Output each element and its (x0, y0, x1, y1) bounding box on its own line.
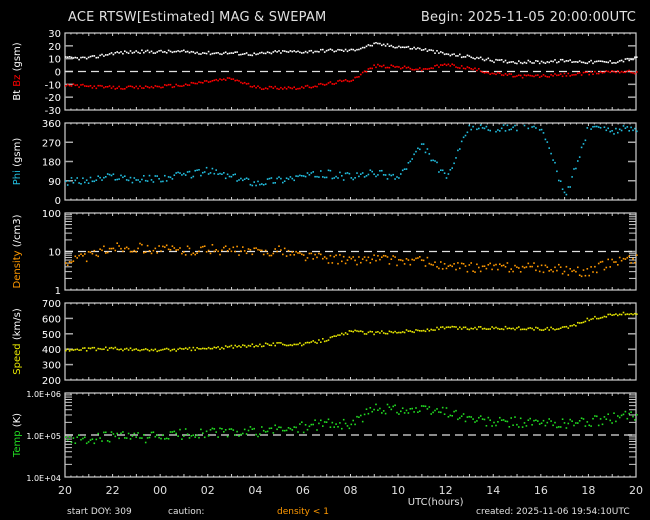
begin-time: Begin: 2025-11-05 20:00:00UTC (420, 10, 636, 25)
y-axis-label: Phi (gsm) (12, 138, 23, 186)
y-tick-label: 1.0E+05 (26, 432, 61, 441)
x-tick-label: 08 (344, 484, 358, 497)
series-phi (65, 124, 638, 196)
y-axis-label: Speed (km/s) (12, 308, 23, 375)
y-tick-label: -10 (45, 80, 61, 91)
x-axis-label: UTC(hours) (408, 497, 464, 508)
y-tick-label: -20 (45, 93, 61, 104)
y-tick-label: 700 (42, 299, 61, 310)
panel-3: 100 10 1 Density (/cm3) (12, 209, 638, 297)
x-tick-label: 14 (486, 484, 500, 497)
y-tick-label: 20 (48, 42, 61, 53)
y-tick-label: 500 (42, 330, 61, 341)
x-tick-label: 16 (534, 484, 548, 497)
x-axis: 20 22 00 02 04 06 08 10 12 14 16 18 20 UTC(hours) (58, 484, 643, 508)
y-axis-label: Density (/cm3) (12, 214, 23, 288)
y-tick-label: 180 (42, 158, 61, 169)
series-temp (65, 403, 638, 445)
x-tick-label: 18 (581, 484, 595, 497)
panel-frame (64, 302, 637, 381)
y-tick-label: 100 (42, 209, 61, 220)
x-tick-label: 20 (629, 484, 643, 497)
panel-1: 30 20 10 0-10 -20 -30 Bt Bz (gsm) (12, 29, 638, 117)
y-axis-label: Bt Bz (gsm) (12, 42, 23, 100)
y-tick-label: 0 (55, 68, 61, 79)
series-speed (65, 311, 638, 353)
y-tick-label: -30 (45, 106, 61, 117)
y-tick-label: 10 (48, 248, 61, 259)
panel-2: 360 270 180 90 0 Phi (gsm) (12, 119, 638, 207)
x-tick-label: 06 (296, 484, 310, 497)
x-tick-label: 04 (248, 484, 262, 497)
y-tick-label: 600 (42, 314, 61, 325)
caution-note: density < 1 (277, 507, 329, 517)
y-tick-label: 270 (42, 138, 61, 149)
panel-frame (64, 122, 637, 201)
y-axis-label: Temp (K) (12, 413, 23, 458)
y-tick-label: 360 (42, 119, 61, 130)
x-tick-label: 02 (201, 484, 215, 497)
x-tick-label: 12 (439, 484, 453, 497)
panel-4: 700 600 500 400 300 200 Speed (km/s) (12, 299, 638, 387)
panel-5: 1.0E+06 1.0E+05 1.0E+04 Temp (K) (12, 390, 638, 483)
y-tick-label: 30 (48, 29, 61, 40)
x-tick-label: 20 (58, 484, 72, 497)
x-tick-label: 10 (391, 484, 405, 497)
y-tick-label: 10 (48, 55, 61, 66)
y-tick-label: 1.0E+06 (26, 390, 61, 399)
start-doy: start DOY: 309 (67, 507, 132, 517)
y-tick-label: 1 (55, 286, 61, 297)
y-tick-label: 0 (55, 196, 61, 207)
y-tick-label: 90 (48, 177, 61, 188)
y-tick-label: 300 (42, 361, 61, 372)
y-tick-label: 1.0E+04 (26, 474, 61, 483)
y-tick-label: 400 (42, 345, 61, 356)
series-bt (65, 42, 638, 65)
caution-label: caution: (168, 507, 205, 517)
created-time: created: 2025-11-06 19:54:10UTC (476, 507, 630, 517)
series-density (65, 242, 638, 278)
x-tick-label: 22 (106, 484, 120, 497)
y-tick-label: 200 (42, 376, 61, 387)
series-bz (65, 63, 638, 90)
x-tick-label: 00 (153, 484, 167, 497)
chart-title: ACE RTSW[Estimated] MAG & SWEPAM (68, 10, 327, 25)
